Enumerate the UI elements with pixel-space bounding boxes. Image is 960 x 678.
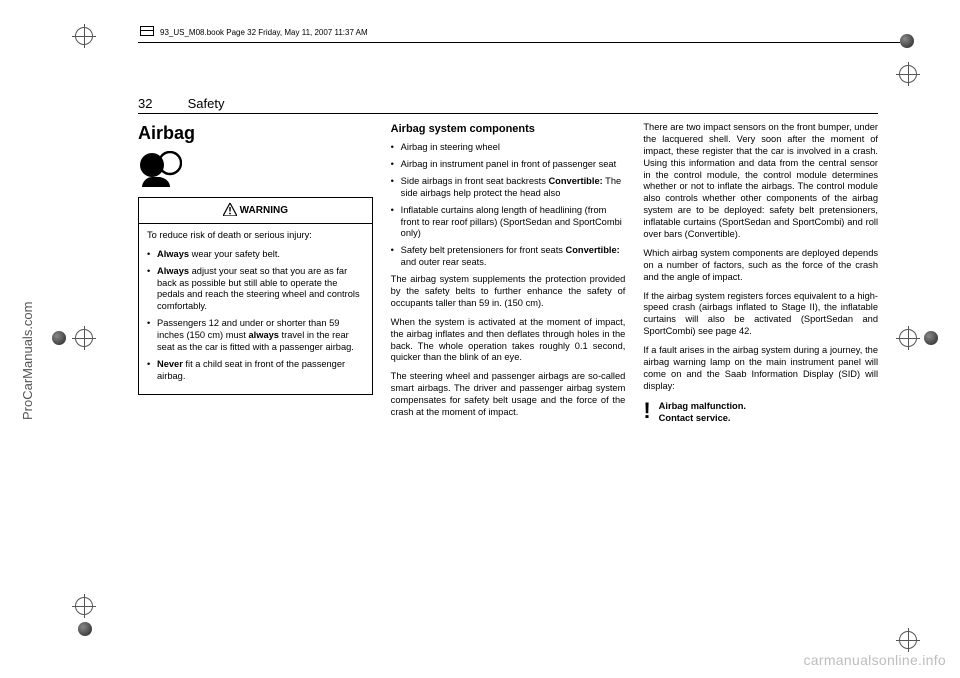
component-item: Safety belt pretensioners for front seat… — [391, 245, 626, 269]
reg-mark — [72, 594, 96, 618]
components-subtitle: Airbag system components — [391, 122, 626, 136]
component-item: Side airbags in front seat backrests Con… — [391, 176, 626, 200]
components-list: Airbag in steering wheel Airbag in instru… — [391, 142, 626, 269]
column-2: Airbag system components Airbag in steer… — [391, 122, 626, 426]
exclamation-icon: ! — [643, 401, 650, 421]
warning-item: Passengers 12 and under or shorter than … — [147, 318, 364, 354]
warning-item: Never fit a child seat in front of the p… — [147, 359, 364, 383]
dot-mark — [78, 622, 92, 636]
dot-mark — [900, 34, 914, 48]
page-number: 32 — [138, 96, 184, 111]
book-meta: 93_US_M08.book Page 32 Friday, May 11, 2… — [160, 28, 368, 37]
warning-box: WARNING To reduce risk of death or serio… — [138, 197, 373, 395]
body-paragraph: The airbag system supplements the protec… — [391, 274, 626, 310]
fault-line2: Contact service. — [659, 413, 746, 425]
body-paragraph: The steering wheel and passenger airbags… — [391, 371, 626, 419]
dot-mark — [52, 331, 66, 345]
warning-body: To reduce risk of death or serious injur… — [139, 224, 372, 394]
fault-line1: Airbag malfunction. — [659, 401, 746, 413]
component-item: Airbag in instrument panel in front of p… — [391, 159, 626, 171]
warning-item: Always wear your safety belt. — [147, 249, 364, 261]
warning-label: WARNING — [240, 205, 288, 216]
reg-mark — [72, 24, 96, 48]
body-paragraph: If the airbag system registers forces eq… — [643, 291, 878, 339]
body-paragraph: Which airbag system components are deplo… — [643, 248, 878, 284]
page-header: 32 Safety — [138, 96, 878, 114]
column-1: Airbag WARNING To reduce risk of death o… — [138, 122, 373, 426]
book-rule — [138, 42, 900, 43]
dot-mark — [924, 331, 938, 345]
reg-mark — [72, 326, 96, 350]
warning-item: Always adjust your seat so that you are … — [147, 266, 364, 314]
component-item: Airbag in steering wheel — [391, 142, 626, 154]
warning-header: WARNING — [139, 198, 372, 224]
warning-intro: To reduce risk of death or serious injur… — [147, 230, 364, 242]
body-paragraph: There are two impact sensors on the fron… — [643, 122, 878, 241]
body-paragraph: When the system is activated at the mome… — [391, 317, 626, 365]
column-3: There are two impact sensors on the fron… — [643, 122, 878, 426]
main-title: Airbag — [138, 122, 373, 145]
page-content: 32 Safety Airbag WARNING To — [138, 96, 878, 426]
side-watermark: ProCarManuals.com — [20, 302, 35, 421]
warning-triangle-icon — [223, 203, 237, 216]
reg-mark — [896, 326, 920, 350]
warning-list: Always wear your safety belt. Always adju… — [147, 249, 364, 383]
reg-mark — [896, 628, 920, 652]
fault-message: ! Airbag malfunction. Contact service. — [643, 401, 878, 425]
section-title: Safety — [188, 96, 225, 111]
fault-text: Airbag malfunction. Contact service. — [659, 401, 746, 425]
bottom-watermark: carmanualsonline.info — [804, 652, 947, 668]
book-icon — [140, 26, 154, 36]
component-item: Inflatable curtains along length of head… — [391, 205, 626, 241]
airbag-icon — [138, 151, 182, 187]
body-paragraph: If a fault arises in the airbag system d… — [643, 345, 878, 393]
reg-mark — [896, 62, 920, 86]
